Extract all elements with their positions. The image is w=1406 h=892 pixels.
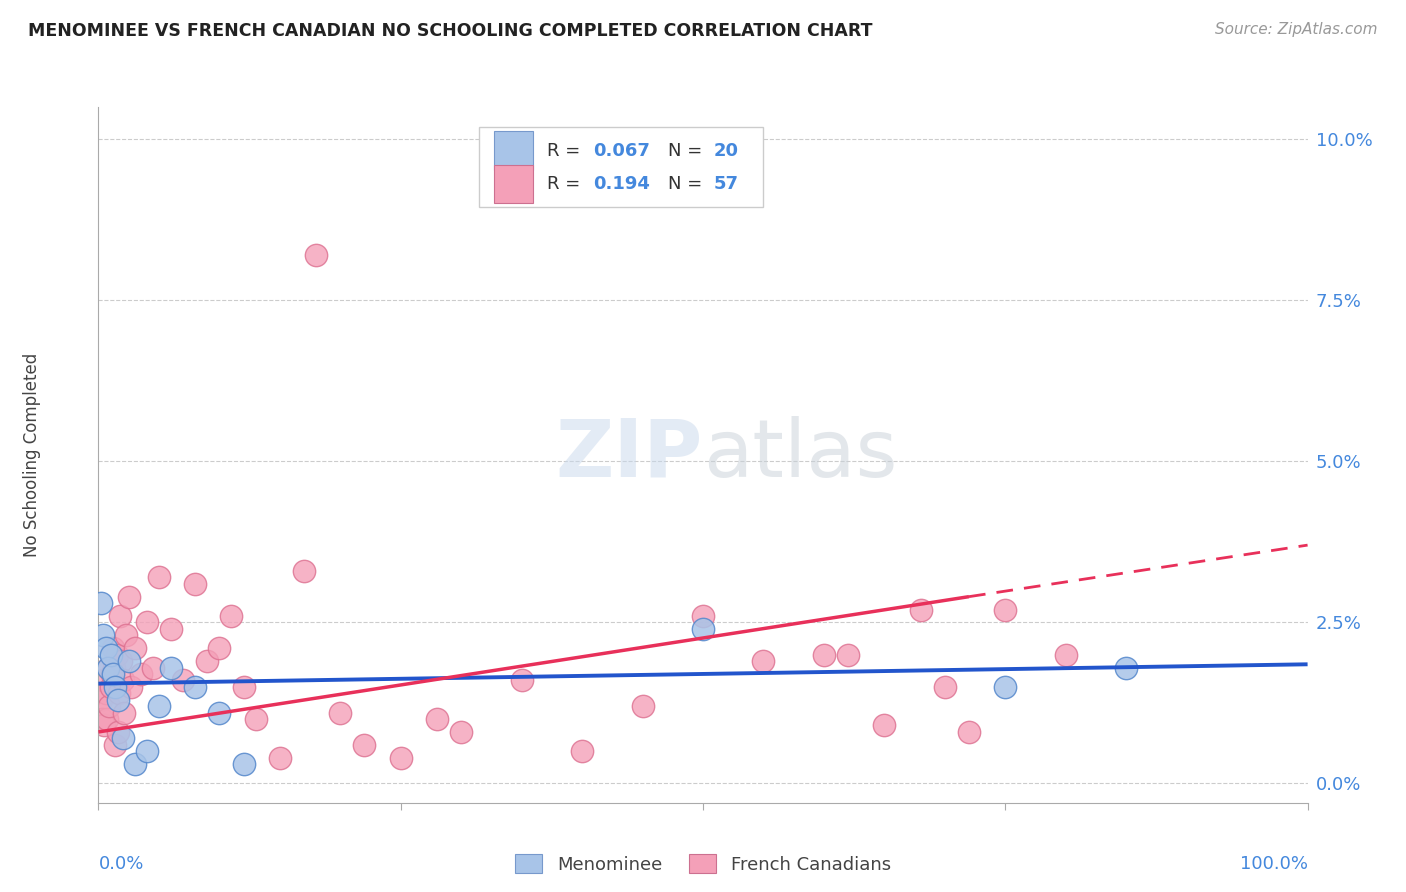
Text: MENOMINEE VS FRENCH CANADIAN NO SCHOOLING COMPLETED CORRELATION CHART: MENOMINEE VS FRENCH CANADIAN NO SCHOOLIN…	[28, 22, 873, 40]
Point	[135, 744, 157, 758]
Point	[91, 673, 114, 688]
Point	[292, 564, 315, 578]
Point	[245, 712, 267, 726]
Text: Source: ZipAtlas.com: Source: ZipAtlas.com	[1215, 22, 1378, 37]
Point	[135, 615, 157, 630]
Point	[994, 602, 1017, 616]
Point	[118, 590, 141, 604]
FancyBboxPatch shape	[494, 165, 533, 203]
Point	[208, 641, 231, 656]
Text: 0.0%: 0.0%	[98, 855, 143, 873]
Point	[510, 673, 533, 688]
Text: N =: N =	[668, 142, 709, 160]
Point	[1115, 660, 1137, 674]
Point	[160, 622, 183, 636]
Point	[934, 680, 956, 694]
Point	[107, 725, 129, 739]
Point	[90, 596, 112, 610]
Point	[148, 570, 170, 584]
Point	[232, 680, 254, 694]
Point	[910, 602, 932, 616]
Point	[571, 744, 593, 758]
Point	[221, 609, 243, 624]
Text: R =: R =	[547, 175, 586, 194]
Text: 0.067: 0.067	[593, 142, 650, 160]
Point	[148, 699, 170, 714]
Point	[111, 731, 134, 746]
Text: ZIP: ZIP	[555, 416, 703, 494]
Point	[100, 648, 122, 662]
Point	[112, 706, 135, 720]
Text: R =: R =	[547, 142, 586, 160]
FancyBboxPatch shape	[479, 127, 763, 207]
Point	[1054, 648, 1077, 662]
Point	[873, 718, 896, 732]
Point	[957, 725, 980, 739]
Point	[120, 680, 142, 694]
Point	[98, 699, 121, 714]
Point	[101, 667, 124, 681]
Point	[110, 654, 132, 668]
Point	[90, 692, 112, 706]
Text: 57: 57	[714, 175, 740, 194]
Point	[994, 680, 1017, 694]
Point	[813, 648, 835, 662]
Point	[305, 248, 328, 262]
Point	[97, 660, 120, 674]
Point	[160, 660, 183, 674]
Point	[91, 712, 114, 726]
Point	[142, 660, 165, 674]
Point	[184, 576, 207, 591]
Point	[172, 673, 194, 688]
Legend: Menominee, French Canadians: Menominee, French Canadians	[515, 855, 891, 874]
Text: No Schooling Completed: No Schooling Completed	[22, 353, 41, 557]
Point	[115, 628, 138, 642]
Point	[100, 667, 122, 681]
Point	[108, 686, 131, 700]
Point	[837, 648, 859, 662]
Point	[93, 718, 115, 732]
Point	[96, 712, 118, 726]
Point	[353, 738, 375, 752]
Text: 20: 20	[714, 142, 740, 160]
Point	[184, 680, 207, 694]
Point	[631, 699, 654, 714]
Point	[124, 641, 146, 656]
Point	[108, 609, 131, 624]
Point	[232, 757, 254, 772]
Point	[752, 654, 775, 668]
Point	[692, 609, 714, 624]
Point	[195, 654, 218, 668]
Point	[104, 738, 127, 752]
Text: 0.194: 0.194	[593, 175, 650, 194]
Point	[111, 673, 134, 688]
Text: atlas: atlas	[703, 416, 897, 494]
Text: N =: N =	[668, 175, 709, 194]
Point	[97, 660, 120, 674]
Point	[104, 680, 127, 694]
Point	[692, 622, 714, 636]
Point	[129, 667, 152, 681]
Point	[91, 628, 114, 642]
FancyBboxPatch shape	[494, 131, 533, 169]
Point	[103, 660, 125, 674]
Point	[107, 692, 129, 706]
Point	[124, 757, 146, 772]
Point	[450, 725, 472, 739]
Point	[94, 641, 117, 656]
Point	[208, 706, 231, 720]
Point	[100, 680, 122, 694]
Point	[269, 750, 291, 764]
Point	[329, 706, 352, 720]
Point	[389, 750, 412, 764]
Point	[94, 686, 117, 700]
Point	[426, 712, 449, 726]
Text: 100.0%: 100.0%	[1240, 855, 1308, 873]
Point	[105, 648, 128, 662]
Point	[118, 654, 141, 668]
Point	[101, 641, 124, 656]
